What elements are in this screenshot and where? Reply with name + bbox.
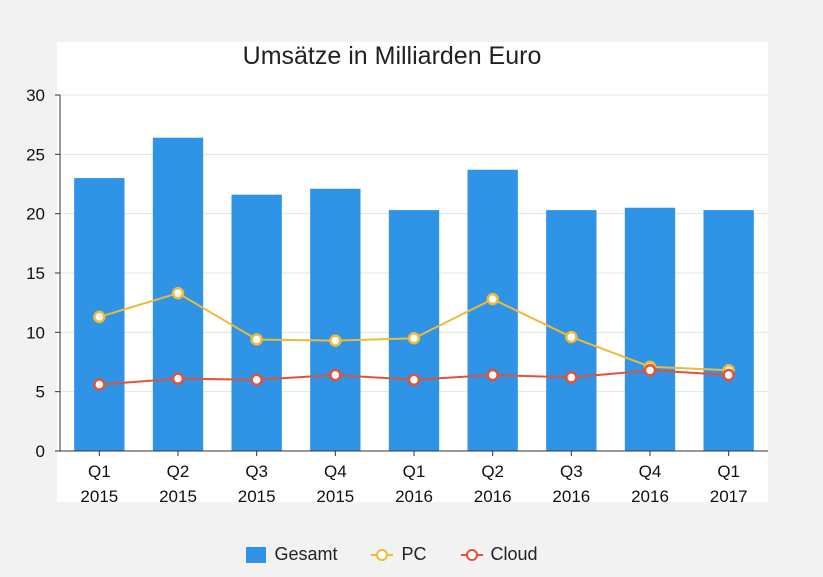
point-cloud (722, 368, 735, 382)
bar-gesamt (310, 188, 361, 451)
legend-swatch-cloud (460, 547, 483, 563)
y-tick-label: 15 (26, 264, 45, 283)
x-tick-label: Q4 (639, 462, 662, 481)
legend-swatch-pc (371, 547, 394, 563)
legend-label-gesamt: Gesamt (274, 544, 338, 564)
x-tick-label: 2015 (316, 487, 354, 506)
bar-gesamt (467, 169, 518, 451)
x-tick-label: Q1 (717, 462, 740, 481)
point-cloud (565, 371, 578, 384)
point-cloud (643, 364, 657, 377)
point-cloud (93, 378, 106, 391)
point-cloud (407, 373, 421, 387)
bar-gesamt (231, 194, 282, 451)
x-tick-label: Q3 (560, 462, 583, 481)
point-pc (250, 333, 263, 346)
legend-label-pc: PC (401, 544, 427, 564)
legend-item-gesamt[interactable]: Gesamt (246, 544, 337, 565)
chart-title: Umsätze in Milliarden Euro (242, 42, 542, 70)
y-tick-label: 20 (26, 205, 45, 224)
y-tick-label: 10 (26, 323, 45, 342)
x-tick-label: Q3 (245, 462, 268, 481)
point-pc (486, 292, 499, 306)
point-pc (407, 332, 421, 345)
point-cloud (329, 368, 342, 382)
legend-label-cloud: Cloud (490, 544, 538, 564)
point-pc (565, 330, 578, 344)
legend-item-cloud[interactable]: Cloud (460, 544, 538, 565)
y-tick-label: 5 (36, 383, 45, 402)
point-cloud (486, 368, 499, 382)
legend-swatch-gesamt (246, 546, 267, 563)
y-tick-label: 0 (36, 442, 45, 461)
x-tick-label: 2016 (474, 487, 512, 506)
y-tick-label: 30 (26, 86, 45, 105)
point-cloud (250, 373, 263, 387)
x-tick-label: 2015 (238, 487, 276, 506)
bar-gesamt (703, 210, 754, 451)
x-tick-label: 2016 (395, 487, 433, 506)
x-tick-label: 2017 (710, 487, 748, 506)
x-tick-label: Q1 (88, 462, 111, 481)
x-tick-label: Q2 (167, 462, 190, 481)
x-tick-label: 2015 (80, 487, 118, 506)
bar-gesamt (624, 207, 676, 451)
legend-item-pc[interactable]: PC (371, 544, 427, 565)
x-tick-label: Q1 (403, 462, 426, 481)
x-tick-label: 2016 (552, 487, 590, 506)
point-cloud (171, 372, 185, 385)
point-pc (329, 334, 342, 347)
bar-gesamt (546, 210, 597, 451)
x-tick-label: Q4 (324, 462, 347, 481)
x-tick-label: 2015 (159, 487, 197, 506)
point-pc (171, 286, 185, 300)
x-tick-label: 2016 (631, 487, 669, 506)
legend: Gesamt PC Cloud (0, 544, 784, 565)
x-tick-label: Q2 (481, 462, 504, 481)
point-pc (93, 310, 106, 324)
y-tick-label: 25 (26, 145, 45, 164)
